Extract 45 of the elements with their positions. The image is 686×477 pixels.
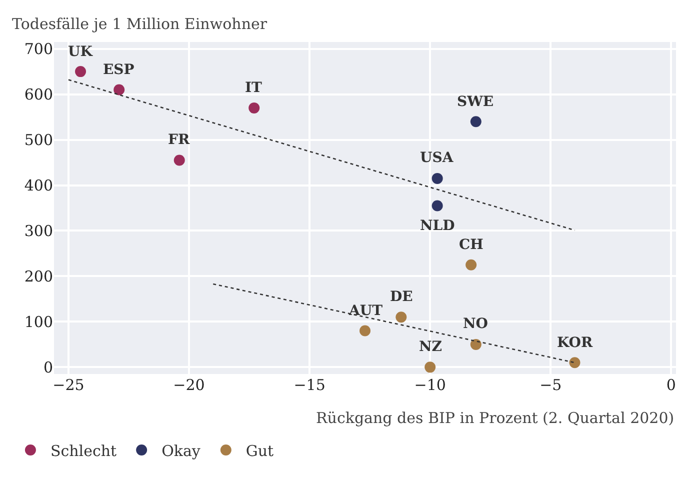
point [360, 325, 370, 336]
y-axis-title: Todesfälle je 1 Million Einwohner [12, 15, 268, 33]
y-tick-label: 300 [24, 222, 53, 240]
point [114, 84, 125, 96]
annotation: NO [463, 316, 488, 332]
annotation: ESP [103, 62, 135, 78]
annotation: SWE [457, 94, 494, 110]
point [432, 200, 443, 212]
point [470, 338, 482, 350]
x-tick-label: −10 [414, 376, 446, 394]
legend-label: Schlecht [50, 442, 117, 460]
annotation: NLD [420, 218, 455, 234]
point [174, 154, 185, 166]
annotation: AUT [348, 303, 384, 319]
point [75, 66, 86, 78]
y-tick-label: 600 [24, 86, 53, 104]
point [396, 312, 407, 323]
point [569, 357, 580, 368]
legend-label: Gut [246, 442, 274, 460]
point [470, 116, 482, 128]
x-axis-title: Rückgang des BIP in Prozent (2. Quartal 2020) [316, 409, 674, 427]
annotation: IT [245, 80, 263, 96]
point [424, 362, 436, 373]
y-tick-label: 700 [24, 40, 53, 58]
point [466, 259, 477, 270]
point [248, 102, 260, 114]
y-tick-label: 200 [24, 267, 53, 286]
y-tick-label: 0 [43, 358, 53, 376]
x-tick-label: −20 [173, 376, 205, 394]
annotation: CH [459, 237, 484, 253]
annotation: DE [390, 289, 413, 305]
y-tick-label: 400 [24, 176, 53, 195]
annotation: UK [68, 44, 94, 60]
annotation: KOR [557, 335, 593, 351]
annotation: FR [168, 132, 190, 148]
y-tick-label: 100 [24, 312, 53, 331]
y-tick-label: 500 [24, 131, 53, 150]
x-tick-label: −5 [540, 376, 562, 394]
legend-label: Okay [162, 442, 201, 460]
x-tick-label: 0 [666, 376, 676, 394]
annotation: USA [420, 150, 454, 166]
x-tick-label: −25 [52, 376, 84, 394]
x-tick-label: −15 [294, 376, 326, 394]
annotation: NZ [419, 339, 442, 355]
point [432, 172, 443, 184]
